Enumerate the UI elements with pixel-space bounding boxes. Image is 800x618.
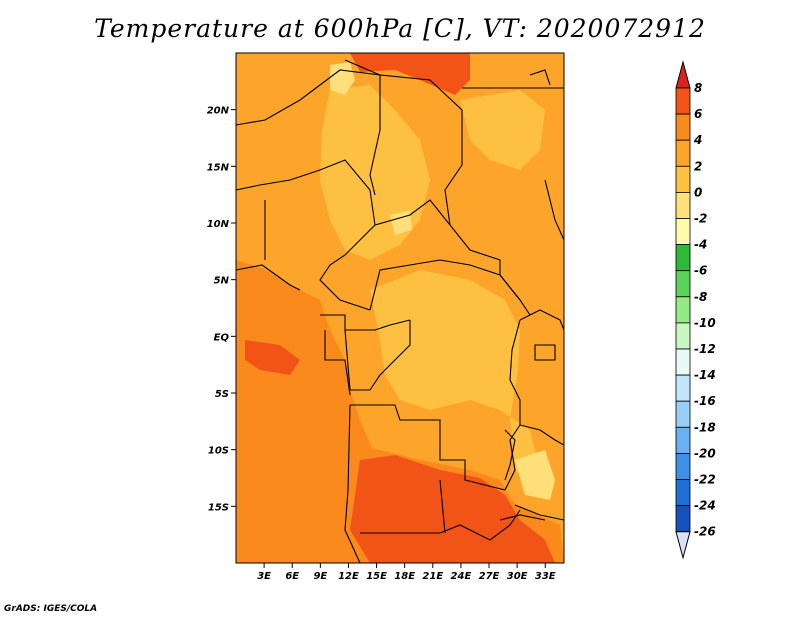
colorbar-bottom-arrow <box>675 531 691 560</box>
colorbar-label: 8 <box>694 81 702 95</box>
field-hot-sw <box>245 340 300 375</box>
colorbar-segment <box>675 113 691 141</box>
border-line <box>350 404 506 491</box>
colorbar-label: -6 <box>694 264 707 278</box>
lat-tick-label: 10S <box>208 446 229 457</box>
colorbar-label: -18 <box>694 420 716 434</box>
field-coolest-patch-2 <box>515 450 555 500</box>
border-line <box>379 74 501 275</box>
lat-tick-label: 20N <box>207 106 230 117</box>
colorbar-segment <box>675 322 691 350</box>
border-line <box>320 314 411 331</box>
colorbar-segment <box>675 374 691 402</box>
colorbar-label: -4 <box>694 238 707 252</box>
lon-tick-label: 12E <box>338 571 359 582</box>
colorbar-segment <box>675 191 691 219</box>
border-line <box>324 330 351 396</box>
colorbar-segment <box>675 426 691 454</box>
lat-tick-label: EQ <box>214 332 230 343</box>
colorbar-segment <box>675 165 691 193</box>
border-line <box>236 159 371 191</box>
borders <box>236 59 564 563</box>
lat-tick-label: 5S <box>215 389 229 400</box>
colorbar-segment <box>675 452 691 480</box>
border-line <box>439 479 446 534</box>
border-line <box>529 69 551 86</box>
colorbar-segment <box>675 139 691 167</box>
border-line <box>344 59 381 76</box>
field-cool-central <box>370 270 545 500</box>
border-line <box>544 179 564 241</box>
colorbar-label: -20 <box>694 446 716 460</box>
lat-tick-label: 15N <box>207 162 230 173</box>
lon-tick-label: 9E <box>313 571 327 582</box>
lon-tick-label: 6E <box>285 571 299 582</box>
colorbar-label: 6 <box>694 107 702 121</box>
field-hot-south <box>350 455 555 563</box>
colorbar-label: 4 <box>693 133 702 147</box>
colorbar-segment <box>675 400 691 428</box>
colorbar-segment <box>675 218 691 246</box>
colorbar-segment <box>675 87 691 115</box>
colorbar-segment <box>675 244 691 272</box>
border-line <box>360 509 521 541</box>
border-line <box>374 199 451 226</box>
border-line <box>344 320 411 391</box>
border-line <box>319 189 376 311</box>
colorbar: 8 6 4 2 0 -2 -4 -6 -8 -10 -12 -14 -16 -18 -20 -22 -24 -26 <box>675 60 716 560</box>
lon-tick-label: 3E <box>257 571 271 582</box>
lat-tick-label: 5N <box>214 276 230 287</box>
colorbar-segment <box>675 479 691 507</box>
border-line <box>344 404 361 563</box>
colorbar-segment <box>675 505 691 533</box>
border-line <box>236 69 381 196</box>
colorbar-label: -12 <box>694 342 716 356</box>
lon-tick-label: 21E <box>422 571 443 582</box>
border-line <box>504 319 521 491</box>
colorbar-label: -8 <box>694 290 707 304</box>
lat-tick-label: 10N <box>207 219 230 230</box>
border-line <box>504 429 516 481</box>
border-line <box>236 264 301 291</box>
colorbar-label: -16 <box>694 394 716 408</box>
lon-tick-label: 15E <box>366 571 387 582</box>
field-cool-east <box>460 90 545 170</box>
latitude-axis: 20N 15N 10N 5N EQ 5S 10S 15S <box>207 106 236 513</box>
field-hot-north <box>350 53 470 95</box>
border-line <box>499 274 531 316</box>
colorbar-label: -10 <box>694 316 716 330</box>
border-line <box>499 514 546 521</box>
map-frame <box>235 52 565 564</box>
temperature-field <box>236 53 564 563</box>
colorbar-label: -24 <box>694 499 716 513</box>
colorbar-label: 0 <box>694 185 702 199</box>
lon-tick-label: 18E <box>394 571 415 582</box>
longitude-axis: 3E 6E 9E 12E 15E 18E 21E 24E 27E 30E 33E <box>257 563 556 582</box>
lon-tick-label: 33E <box>535 571 556 582</box>
lon-tick-label: 30E <box>507 571 528 582</box>
colorbar-label: -2 <box>694 212 707 226</box>
field-coolest-patch-1 <box>330 62 355 95</box>
chart-title: Temperature at 600hPa [C], VT: 202007291… <box>94 14 706 43</box>
colorbar-label: -26 <box>694 525 716 539</box>
credit-text: GrADS: IGES/COLA <box>4 604 98 614</box>
border-line <box>514 504 564 521</box>
lon-tick-label: 24E <box>451 571 472 582</box>
colorbar-label: 2 <box>694 159 702 173</box>
border-line <box>519 424 564 446</box>
colorbar-segment <box>675 348 691 376</box>
colorbar-segment <box>675 296 691 324</box>
lat-tick-label: 15S <box>208 502 229 513</box>
colorbar-label: -22 <box>694 473 716 487</box>
lon-tick-label: 27E <box>479 571 500 582</box>
colorbar-segment <box>675 270 691 298</box>
border-line <box>534 344 556 361</box>
colorbar-top-arrow <box>675 60 691 89</box>
colorbar-label: -14 <box>694 368 716 382</box>
